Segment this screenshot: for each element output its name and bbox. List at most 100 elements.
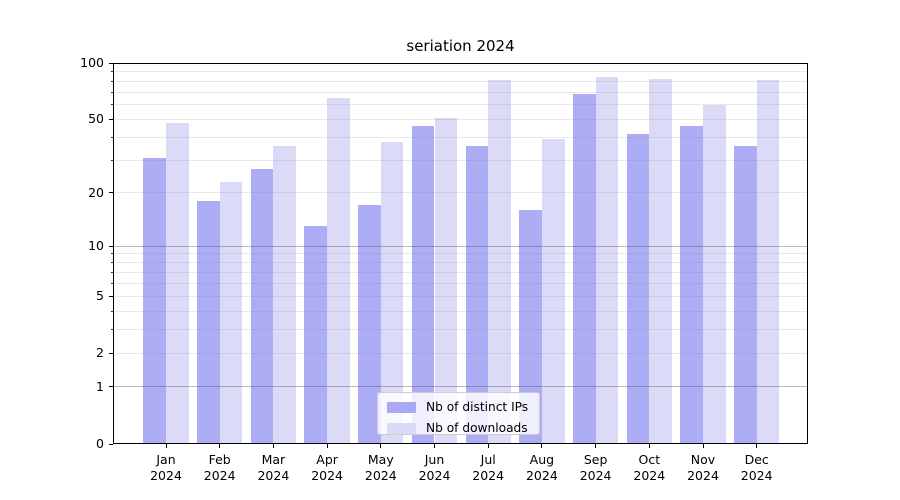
x-tick-label-apr: Apr 2024 [295, 452, 359, 484]
bar-distinct-ips-nov [680, 126, 703, 444]
y-minor-tick-8 [110, 262, 113, 264]
bar-distinct-ips-mar [250, 168, 274, 444]
x-tick-oct [648, 444, 650, 448]
bar-distinct-ips-feb [197, 200, 220, 444]
bar-downloads-mar [273, 145, 297, 444]
x-tick-label-aug: Aug 2024 [510, 452, 574, 484]
x-tick-month-may: May [367, 452, 394, 467]
bar-downloads-aug [541, 139, 565, 444]
x-tick-year-nov: 2024 [687, 468, 719, 483]
bar-distinct-ips-sep [572, 94, 596, 444]
x-tick-year-apr: 2024 [311, 468, 343, 483]
y-minor-tick-9 [110, 253, 113, 255]
x-tick-label-jun: Jun 2024 [403, 452, 467, 484]
x-tick-may [380, 444, 382, 448]
legend-item-distinct-ips: Nb of distinct IPs [387, 399, 530, 415]
x-tick-month-mar: Mar [261, 452, 286, 467]
y-tick-1 [109, 386, 113, 388]
y-minor-tick-60 [110, 104, 113, 106]
y-tick-5 [109, 295, 113, 297]
x-tick-label-jan: Jan 2024 [134, 452, 198, 484]
bar-downloads-jul [488, 80, 511, 444]
x-tick-aug [541, 444, 543, 448]
x-tick-label-feb: Feb 2024 [188, 452, 252, 484]
x-tick-jul [487, 444, 489, 448]
bar-downloads-apr [327, 98, 350, 444]
plot-area: Nb of distinct IPs Nb of downloads [113, 62, 808, 444]
x-tick-sep [595, 444, 597, 448]
x-tick-year-jan: 2024 [150, 468, 182, 483]
x-tick-year-may: 2024 [364, 468, 397, 483]
x-tick-jan [165, 444, 167, 448]
y-tick-label-1: 1 [96, 378, 104, 394]
legend-swatch-downloads [387, 422, 416, 434]
legend-label-downloads: Nb of downloads [426, 421, 528, 435]
bar-distinct-ips-may [358, 205, 381, 444]
bar-downloads-oct [649, 79, 672, 444]
x-tick-year-sep: 2024 [579, 468, 612, 483]
x-tick-year-mar: 2024 [257, 468, 290, 483]
x-tick-month-aug: Aug [529, 452, 555, 467]
x-tick-month-dec: Dec [744, 452, 769, 467]
x-tick-year-oct: 2024 [633, 468, 666, 483]
x-tick-year-dec: 2024 [740, 468, 773, 483]
x-tick-mar [272, 444, 274, 448]
y-minor-tick-90 [110, 71, 113, 73]
legend-item-downloads: Nb of downloads [387, 420, 530, 436]
y-tick-20 [109, 192, 113, 194]
bar-distinct-ips-jul [465, 145, 489, 444]
y-minor-tick-70 [110, 91, 113, 93]
bar-distinct-ips-jan [143, 157, 166, 444]
x-tick-feb [219, 444, 221, 448]
x-tick-year-aug: 2024 [525, 468, 558, 483]
y-tick-10 [109, 245, 113, 247]
y-tick-label-100: 100 [80, 55, 104, 70]
x-tick-month-oct: Oct [638, 452, 661, 467]
x-tick-label-nov: Nov 2024 [671, 452, 735, 484]
y-tick-label-20: 20 [88, 184, 104, 200]
x-tick-dec [756, 444, 758, 448]
x-tick-month-apr: Apr [316, 452, 338, 467]
y-minor-tick-6 [110, 282, 113, 284]
y-tick-label-50: 50 [88, 111, 104, 127]
bars-layer [113, 63, 808, 444]
chart-title: seriation 2024 [406, 37, 515, 55]
bar-downloads-jun [434, 117, 458, 444]
x-tick-month-jun: Jun [424, 452, 445, 467]
y-minor-tick-7 [110, 271, 113, 273]
y-tick-label-2: 2 [96, 345, 104, 361]
y-tick-0 [109, 443, 113, 445]
y-tick-50 [109, 118, 113, 120]
x-tick-year-jul: 2024 [472, 468, 505, 483]
bar-downloads-nov [703, 104, 726, 444]
bar-distinct-ips-aug [519, 210, 542, 444]
y-tick-100 [109, 62, 113, 64]
y-tick-label-0: 0 [96, 436, 104, 451]
x-tick-label-mar: Mar 2024 [241, 452, 305, 484]
x-tick-jun [434, 444, 435, 448]
x-tick-label-jul: Jul 2024 [456, 452, 520, 484]
x-tick-year-jun: 2024 [418, 468, 451, 483]
x-tick-nov [702, 444, 704, 448]
x-tick-year-feb: 2024 [203, 468, 236, 483]
legend: Nb of distinct IPs Nb of downloads [377, 392, 540, 435]
bar-distinct-ips-oct [626, 133, 650, 444]
bar-distinct-ips-apr [304, 226, 328, 444]
bar-downloads-may [380, 141, 404, 444]
bar-downloads-jan [166, 122, 189, 444]
y-tick-2 [109, 352, 113, 354]
bar-distinct-ips-dec [734, 145, 757, 444]
x-tick-apr [326, 444, 328, 448]
x-tick-label-may: May 2024 [349, 452, 413, 484]
y-minor-tick-4 [110, 310, 113, 312]
y-minor-tick-3 [110, 329, 113, 331]
bar-downloads-feb [219, 181, 243, 444]
legend-swatch-distinct-ips [387, 401, 416, 413]
x-tick-month-jul: Jul [480, 452, 496, 467]
x-tick-label-oct: Oct 2024 [617, 452, 681, 484]
x-tick-month-jan: Jan [156, 452, 176, 467]
y-minor-tick-80 [110, 80, 113, 82]
y-minor-tick-40 [110, 136, 113, 138]
y-tick-label-10: 10 [88, 238, 104, 254]
